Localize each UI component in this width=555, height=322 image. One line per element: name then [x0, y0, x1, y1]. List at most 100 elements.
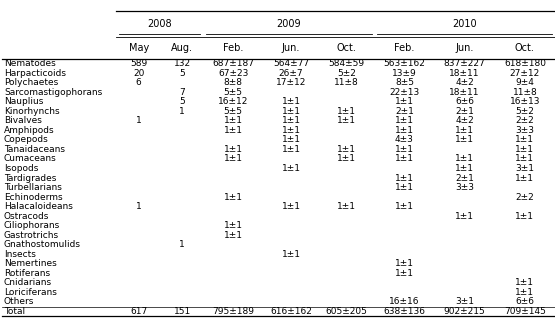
Text: Aug.: Aug.: [171, 43, 193, 53]
Text: 1±1: 1±1: [224, 193, 243, 202]
Text: 16±16: 16±16: [389, 298, 420, 307]
Text: Jun.: Jun.: [456, 43, 474, 53]
Text: Rotiferans: Rotiferans: [4, 269, 50, 278]
Text: Nematodes: Nematodes: [4, 59, 56, 68]
Text: 1±1: 1±1: [281, 164, 300, 173]
Text: Ostracods: Ostracods: [4, 212, 49, 221]
Text: 7: 7: [179, 88, 185, 97]
Text: 1±1: 1±1: [224, 231, 243, 240]
Text: 1±1: 1±1: [395, 269, 414, 278]
Text: 1: 1: [179, 240, 185, 249]
Text: Ciliophorans: Ciliophorans: [4, 221, 60, 230]
Text: 16±13: 16±13: [509, 97, 540, 106]
Text: 11±8: 11±8: [512, 88, 537, 97]
Text: 564±77: 564±77: [273, 59, 309, 68]
Text: 1±1: 1±1: [224, 116, 243, 125]
Text: 9±4: 9±4: [516, 78, 534, 87]
Text: Amphipods: Amphipods: [4, 126, 54, 135]
Text: Cumaceans: Cumaceans: [4, 155, 57, 164]
Text: 1±1: 1±1: [395, 145, 414, 154]
Text: 1: 1: [136, 202, 142, 211]
Text: 837±227: 837±227: [444, 59, 486, 68]
Text: 563±162: 563±162: [384, 59, 425, 68]
Text: 1±1: 1±1: [455, 164, 474, 173]
Text: 687±187: 687±187: [212, 59, 254, 68]
Text: Bivalves: Bivalves: [4, 116, 42, 125]
Text: Nauplius: Nauplius: [4, 97, 43, 106]
Text: Others: Others: [4, 298, 34, 307]
Text: 1±1: 1±1: [455, 126, 474, 135]
Text: Nemertines: Nemertines: [4, 259, 57, 268]
Text: 2±1: 2±1: [395, 107, 414, 116]
Text: 1±1: 1±1: [395, 183, 414, 192]
Text: 1±1: 1±1: [281, 202, 300, 211]
Text: 18±11: 18±11: [450, 69, 480, 78]
Text: 1±1: 1±1: [455, 136, 474, 145]
Text: Feb.: Feb.: [394, 43, 415, 53]
Text: 20: 20: [133, 69, 144, 78]
Text: 1±1: 1±1: [395, 116, 414, 125]
Text: 3±1: 3±1: [516, 164, 534, 173]
Text: 1±1: 1±1: [516, 212, 534, 221]
Text: 2±1: 2±1: [455, 107, 474, 116]
Text: 1±1: 1±1: [516, 174, 534, 183]
Text: 584±59: 584±59: [329, 59, 365, 68]
Text: 3±1: 3±1: [455, 298, 474, 307]
Text: 5±2: 5±2: [516, 107, 534, 116]
Text: 902±215: 902±215: [444, 307, 486, 316]
Text: 589: 589: [130, 59, 148, 68]
Text: 1±1: 1±1: [455, 155, 474, 164]
Text: May: May: [129, 43, 149, 53]
Text: 1±1: 1±1: [224, 155, 243, 164]
Text: 1±1: 1±1: [224, 221, 243, 230]
Text: Gastrotrichs: Gastrotrichs: [4, 231, 59, 240]
Text: 3±3: 3±3: [455, 183, 474, 192]
Text: 6±6: 6±6: [516, 298, 534, 307]
Text: 1±1: 1±1: [337, 155, 356, 164]
Text: Isopods: Isopods: [4, 164, 38, 173]
Text: Tanaidaceans: Tanaidaceans: [4, 145, 65, 154]
Text: 617: 617: [130, 307, 148, 316]
Text: 1±1: 1±1: [516, 145, 534, 154]
Text: 1±1: 1±1: [516, 136, 534, 145]
Text: 151: 151: [174, 307, 191, 316]
Text: 1±1: 1±1: [395, 155, 414, 164]
Text: 1±1: 1±1: [281, 107, 300, 116]
Text: 1±1: 1±1: [337, 116, 356, 125]
Text: 132: 132: [174, 59, 191, 68]
Text: Copepods: Copepods: [4, 136, 49, 145]
Text: 1±1: 1±1: [395, 259, 414, 268]
Text: Harpacticoids: Harpacticoids: [4, 69, 66, 78]
Text: 17±12: 17±12: [276, 78, 306, 87]
Text: Gnathostomulids: Gnathostomulids: [4, 240, 81, 249]
Text: 1±1: 1±1: [337, 202, 356, 211]
Text: Cnidarians: Cnidarians: [4, 278, 52, 287]
Text: 26±7: 26±7: [279, 69, 303, 78]
Text: 1±1: 1±1: [224, 126, 243, 135]
Text: 1±1: 1±1: [395, 126, 414, 135]
Text: 2±2: 2±2: [516, 193, 534, 202]
Text: 2±1: 2±1: [455, 174, 474, 183]
Text: 638±136: 638±136: [384, 307, 426, 316]
Text: 1±1: 1±1: [395, 202, 414, 211]
Text: Jun.: Jun.: [282, 43, 300, 53]
Text: 1±1: 1±1: [281, 250, 300, 259]
Text: Loriciferans: Loriciferans: [4, 288, 57, 297]
Text: Oct.: Oct.: [336, 43, 356, 53]
Text: 2±2: 2±2: [516, 116, 534, 125]
Text: 1: 1: [179, 107, 185, 116]
Text: Turbellarians: Turbellarians: [4, 183, 62, 192]
Text: Oct.: Oct.: [515, 43, 535, 53]
Text: Insects: Insects: [4, 250, 36, 259]
Text: 1±1: 1±1: [281, 116, 300, 125]
Text: Tardigrades: Tardigrades: [4, 174, 56, 183]
Text: 1±1: 1±1: [516, 155, 534, 164]
Text: Halacaloideans: Halacaloideans: [4, 202, 73, 211]
Text: 13±9: 13±9: [392, 69, 417, 78]
Text: 22±13: 22±13: [389, 88, 420, 97]
Text: 1±1: 1±1: [224, 145, 243, 154]
Text: 67±23: 67±23: [218, 69, 248, 78]
Text: 18±11: 18±11: [450, 88, 480, 97]
Text: 709±145: 709±145: [504, 307, 546, 316]
Text: 616±162: 616±162: [270, 307, 312, 316]
